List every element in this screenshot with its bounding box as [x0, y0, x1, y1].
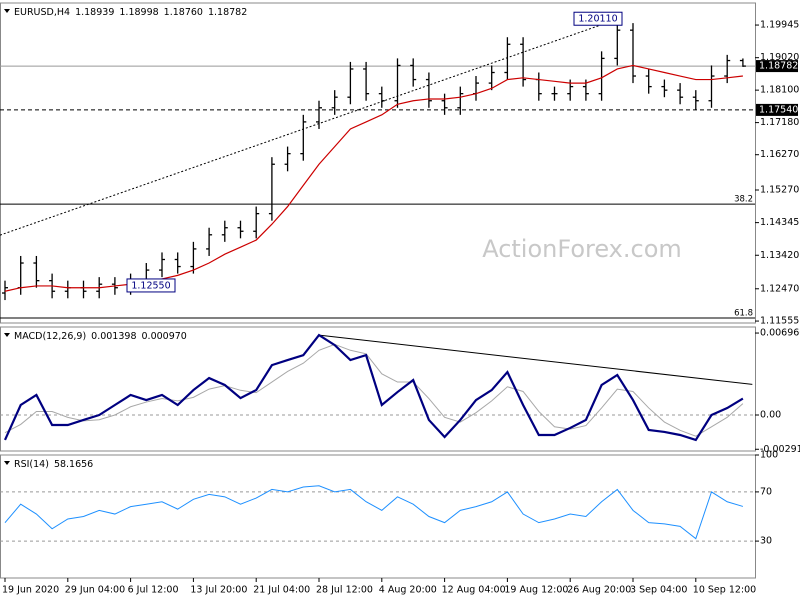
x-tick-label: 3 Sep 04:00: [630, 585, 687, 596]
price-label-box: [756, 60, 798, 73]
price-label: 1.18782: [759, 61, 798, 72]
x-tick-label: 19 Jun 2020: [2, 585, 59, 596]
x-tick-label: 26 Aug 20:00: [567, 585, 631, 596]
header-value: 1.18760: [164, 7, 203, 18]
indicator-title: MACD(12,26,9): [14, 331, 86, 342]
header: RSI(14) 58.1656: [14, 459, 93, 470]
header: EURUSD,H4 1.18939 1.18998 1.18760 1.18782: [14, 7, 247, 18]
trendline: [318, 334, 753, 385]
panel-frame: [0, 454, 756, 579]
fib-label: 38.2: [734, 195, 753, 205]
annotation-label: 1.20110: [578, 14, 617, 25]
x-tick-label: 29 Jun 04:00: [65, 585, 125, 596]
y-tick-label: 30: [760, 536, 772, 547]
annotation-box: [126, 278, 176, 293]
y-tick-label: -0.002913: [760, 444, 800, 455]
panel-frame: [0, 2, 756, 324]
header-arrow: [4, 333, 10, 337]
x-tick-label: 21 Jul 04:00: [253, 585, 310, 596]
x-tick-label: 28 Jul 12:00: [316, 585, 373, 596]
x-tick-label: 6 Jul 12:00: [128, 585, 179, 596]
y-tick-label: 100: [760, 450, 778, 461]
x-tick-label: 4 Aug 20:00: [379, 585, 437, 596]
y-tick-label: 1.16270: [760, 149, 799, 160]
annotation-label: 1.12550: [131, 280, 170, 291]
series-line: [4, 343, 744, 437]
y-tick-label: 1.14345: [760, 217, 799, 228]
header-value: 1.18998: [119, 7, 158, 18]
trendline: [0, 18, 618, 236]
x-tick-label: 13 Jul 20:00: [190, 585, 247, 596]
x-tick-label: 10 Sep 12:00: [693, 585, 756, 596]
watermark: ActionForex.com: [482, 235, 682, 263]
y-tick-label: 1.12470: [760, 283, 799, 294]
indicator-title: EURUSD,H4: [14, 7, 70, 18]
series-line: [3, 333, 744, 442]
y-tick-label: 1.18100: [760, 85, 799, 96]
header-value: 1.18939: [75, 7, 114, 18]
y-tick-label: 1.17180: [760, 117, 799, 128]
header-value: 58.1656: [54, 459, 93, 470]
y-tick-label: 1.15270: [760, 184, 799, 195]
y-tick-label: 0.006966: [760, 328, 800, 339]
y-tick-label: 1.11555: [760, 316, 799, 327]
header: MACD(12,26,9) 0.001398 0.000970: [14, 331, 187, 342]
price-label: 1.17540: [759, 104, 798, 115]
header-arrow: [4, 461, 10, 465]
annotation-box: [573, 11, 623, 26]
header-arrow: [4, 9, 10, 13]
header-value: 0.001398: [91, 331, 136, 342]
indicator-title: RSI(14): [14, 459, 49, 470]
header-value: 0.000970: [142, 331, 187, 342]
y-tick-label: 70: [760, 486, 772, 497]
y-tick-label: 1.19020: [760, 52, 799, 63]
panel-frame: [0, 326, 756, 452]
x-tick-label: 12 Aug 04:00: [442, 585, 506, 596]
series-line: [4, 485, 744, 540]
x-tick-label: 19 Aug 12:00: [504, 585, 568, 596]
y-tick-label: 0.00: [760, 410, 781, 421]
fib-label: 61.8: [734, 309, 753, 319]
price-label-box: [756, 103, 798, 116]
y-tick-label: 1.19945: [760, 20, 799, 31]
header-value: 1.18782: [208, 7, 247, 18]
y-tick-label: 1.13420: [760, 250, 799, 261]
